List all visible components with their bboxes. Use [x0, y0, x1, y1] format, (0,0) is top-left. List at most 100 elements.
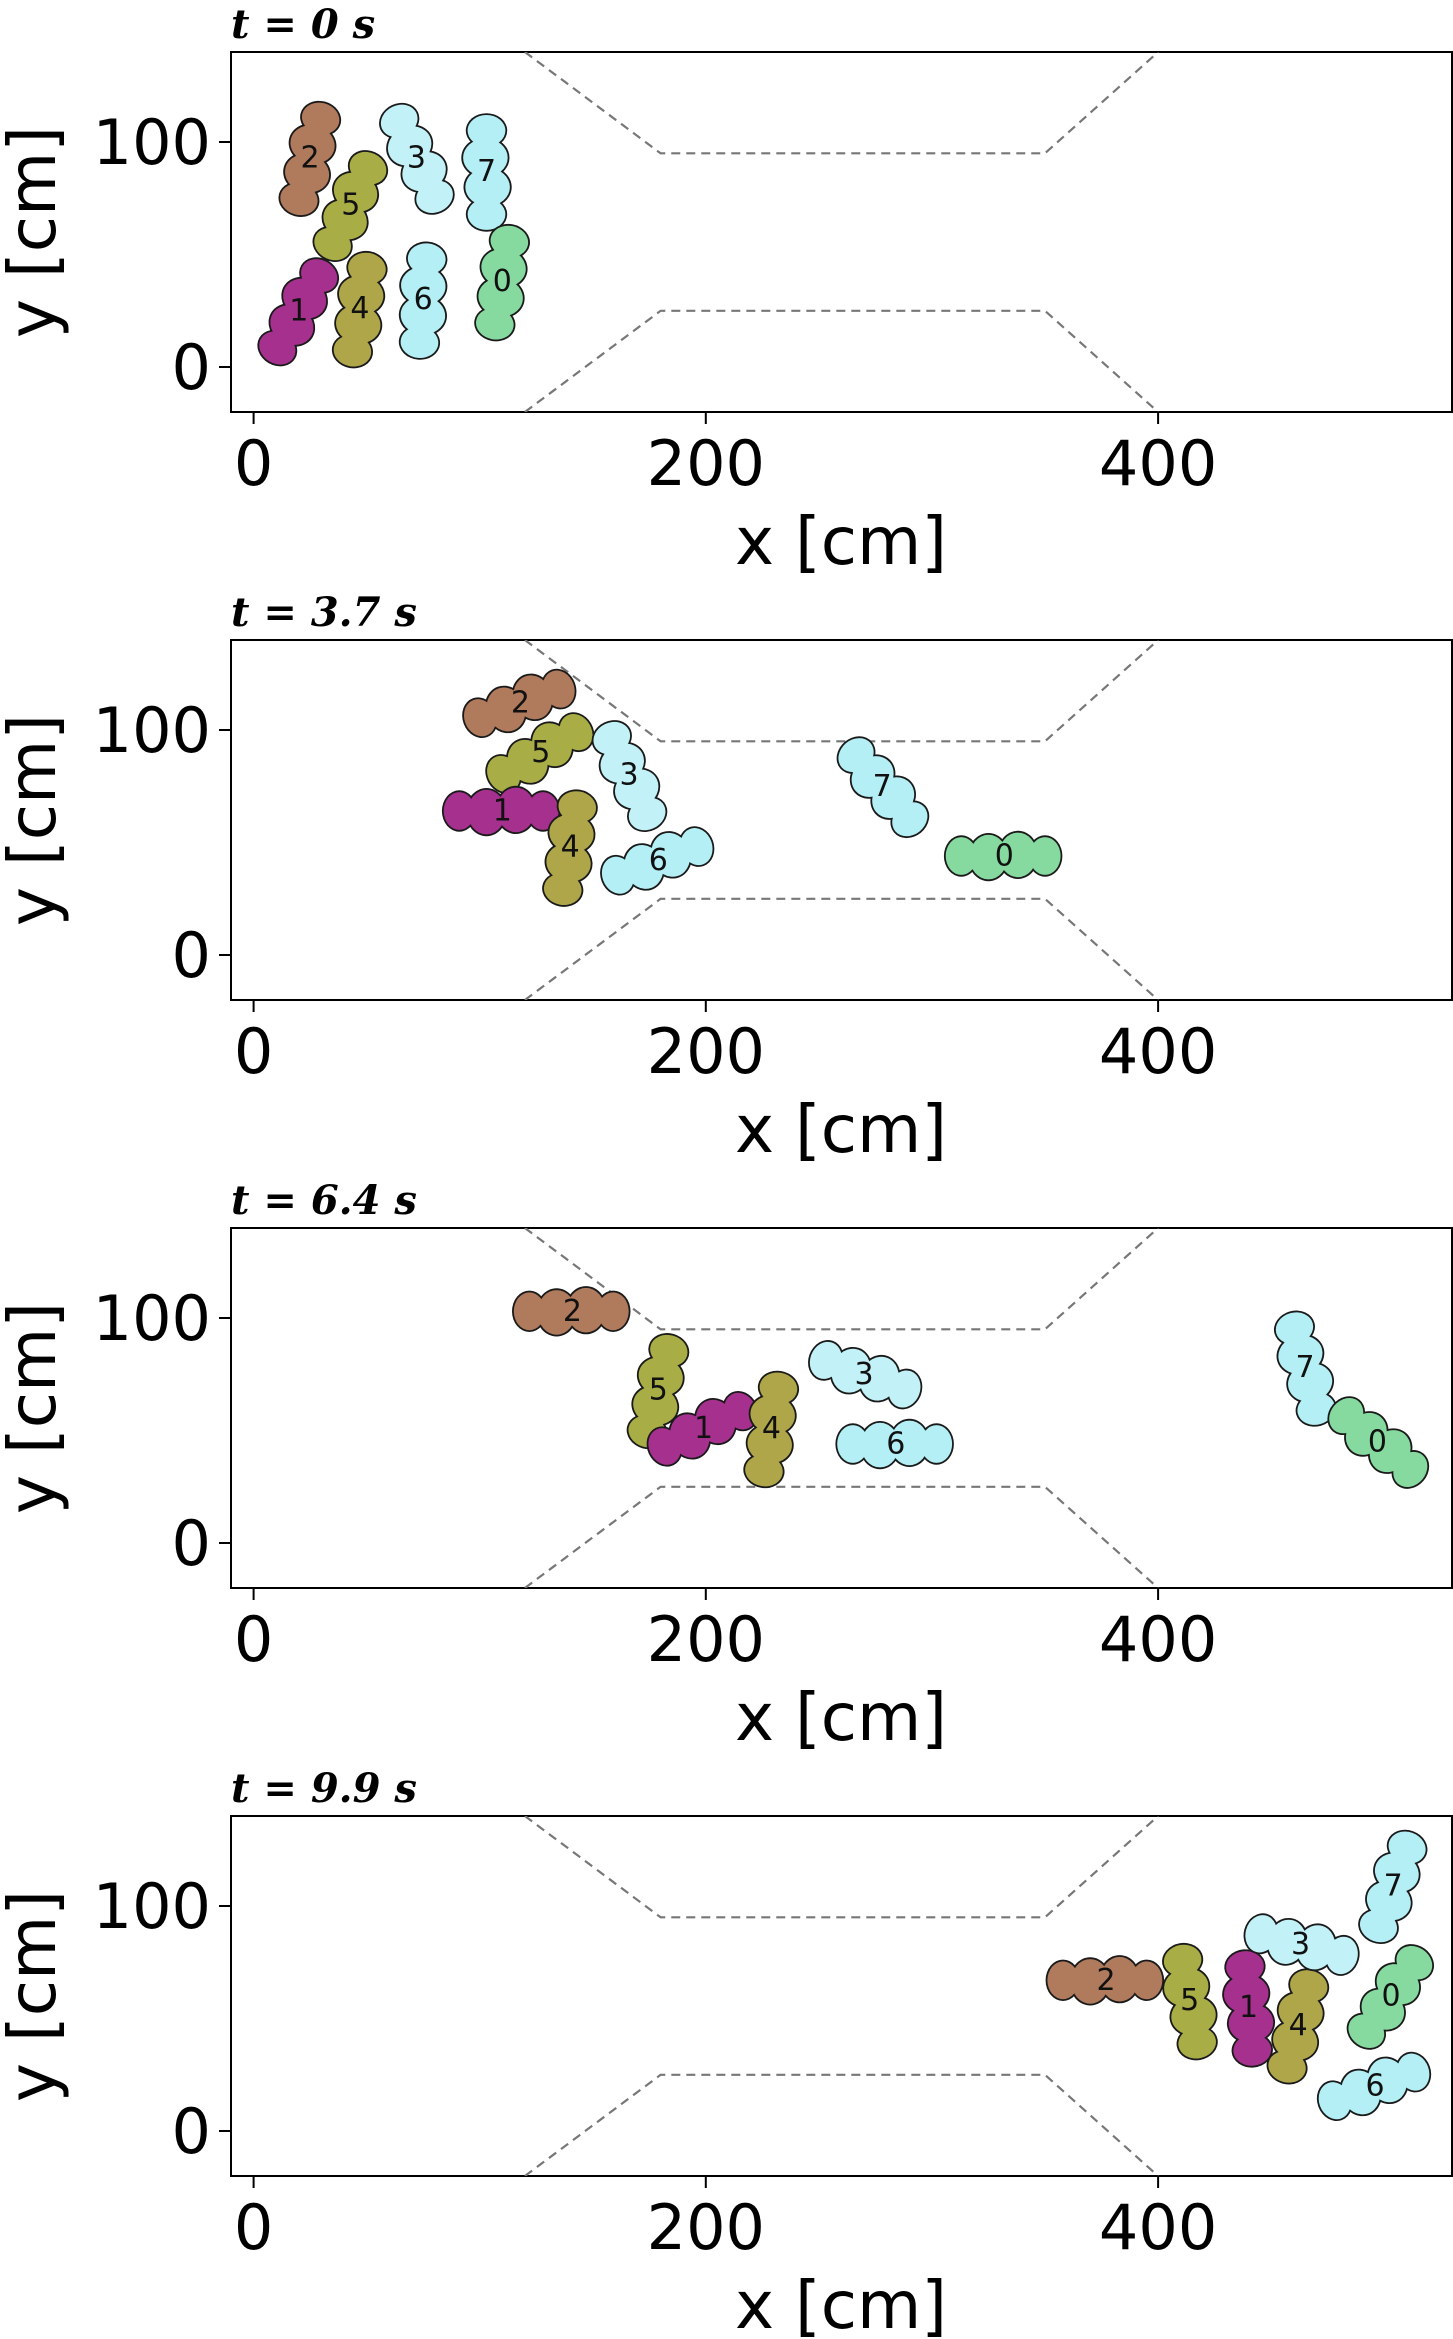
plot-frame [230, 639, 1453, 1001]
panel-title: t = 9.9 s [231, 1765, 417, 1812]
agent-label: 3 [855, 1357, 874, 1392]
x-tick-label: 400 [1099, 2191, 1217, 2264]
agent-0: 0 [474, 223, 530, 342]
ticks: 0 200 400 0 100 [93, 694, 1218, 1088]
agent-2: 2 [512, 1286, 631, 1337]
y-axis-label: y [cm] [0, 1302, 71, 1514]
x-tick-label: 200 [647, 427, 765, 500]
channel-walls [524, 52, 1159, 412]
agent-0: 0 [1327, 1396, 1430, 1489]
x-axis-label: x [cm] [735, 1679, 947, 1756]
agent-label: 7 [873, 769, 892, 804]
agent-1: 1 [257, 257, 340, 367]
x-tick-label: 0 [234, 427, 273, 500]
agent-7: 7 [1358, 1829, 1428, 1945]
y-tick-label: 0 [172, 2095, 211, 2168]
agent-6: 6 [835, 1418, 954, 1470]
channel-lower-wall [524, 2073, 1159, 2176]
agent-4: 4 [542, 789, 598, 907]
agent-3: 3 [1243, 1913, 1360, 1976]
agents: 2 5 14 37 0 6 [1045, 1829, 1435, 2122]
agent-label: 3 [619, 758, 638, 793]
agent-label: 1 [1239, 1990, 1258, 2025]
channel-lower-wall [524, 1485, 1159, 1588]
y-tick-label: 100 [93, 106, 211, 179]
agent-label: 0 [493, 264, 512, 299]
agent-label: 0 [1368, 1424, 1387, 1459]
agent-label: 2 [1096, 1963, 1115, 1998]
agent-label: 7 [1384, 1868, 1403, 1903]
x-tick-label: 0 [234, 1015, 273, 1088]
agent-2: 2 [1045, 1955, 1165, 2006]
x-tick-label: 400 [1099, 427, 1217, 500]
agent-label: 7 [477, 154, 496, 189]
agent-6: 6 [600, 826, 715, 896]
agent-4: 4 [331, 250, 388, 369]
agent-7: 7 [461, 113, 512, 232]
y-tick-label: 0 [172, 1507, 211, 1580]
agents: 2 51 4 3 6 7 0 [512, 1286, 1430, 1489]
agent-label: 1 [694, 1411, 713, 1446]
agent-label: 4 [762, 1411, 781, 1446]
x-axis-label: x [cm] [735, 1091, 947, 1168]
agent-2: 2 [462, 668, 577, 739]
agent-6: 6 [1316, 2051, 1432, 2122]
agents: 25 3 7 1 4 6 0 [257, 100, 530, 369]
agent-label: 7 [1295, 1350, 1314, 1385]
agent-3: 3 [591, 720, 668, 833]
agent-5: 5 [485, 712, 595, 794]
agent-label: 4 [1289, 2008, 1308, 2043]
panel-1: t = 0 s 25 3 7 1 4 6 0 0 200 400 0 100 x [cm] y [c… [0, 1, 1453, 580]
agent-label: 2 [563, 1294, 582, 1329]
agent-label: 5 [649, 1373, 668, 1408]
agent-1: 1 [1222, 1949, 1276, 2068]
agent-label: 6 [1366, 2069, 1385, 2104]
ticks: 0 200 400 0 100 [93, 1870, 1218, 2264]
channel-lower-wall [524, 897, 1159, 1000]
agent-label: 2 [511, 686, 530, 721]
ticks: 0 200 400 0 100 [93, 1282, 1218, 1676]
agent-7: 7 [1273, 1310, 1337, 1427]
agent-4: 4 [743, 1370, 800, 1489]
x-tick-label: 200 [647, 1603, 765, 1676]
x-tick-label: 0 [234, 2191, 273, 2264]
y-tick-label: 0 [172, 331, 211, 404]
agent-label: 4 [561, 830, 580, 865]
agent-3: 3 [808, 1340, 923, 1410]
x-tick-label: 200 [647, 2191, 765, 2264]
y-tick-label: 100 [93, 694, 211, 767]
x-tick-label: 200 [647, 1015, 765, 1088]
channel-walls [524, 1816, 1159, 2176]
panel-3: t = 6.4 s 2 51 4 36 7 0 0 200 400 0 100 x [cm] y … [0, 1177, 1453, 1756]
y-tick-label: 0 [172, 919, 211, 992]
agent-label: 0 [1381, 1979, 1400, 2014]
y-axis-label: y [cm] [0, 126, 71, 338]
agent-label: 4 [350, 291, 369, 326]
agents: 25 3 1 4 6 7 0 [441, 668, 1063, 907]
panel-4: t = 9.9 s 2 5 14 37 0 6 0 200 400 0 100 x [cm] y … [0, 1765, 1453, 2339]
plot-frame [230, 1227, 1453, 1589]
agent-5: 5 [1162, 1942, 1218, 2061]
agent-label: 5 [1180, 1983, 1199, 2018]
agent-0: 0 [1346, 1944, 1435, 2050]
agent-label: 5 [341, 188, 360, 223]
agent-0: 0 [943, 830, 1063, 882]
x-axis-label: x [cm] [735, 2267, 947, 2339]
agent-5: 5 [312, 150, 389, 263]
x-tick-label: 400 [1099, 1015, 1217, 1088]
y-axis-label: y [cm] [0, 1890, 71, 2102]
channel-upper-wall [524, 1816, 1159, 1919]
y-axis-label: y [cm] [0, 714, 71, 926]
panel-2: t = 3.7 s 25 3 1 4 6 7 0 0 200 400 0 100 x [cm] y … [0, 589, 1453, 1168]
agent-label: 6 [649, 843, 668, 878]
y-tick-label: 100 [93, 1870, 211, 1943]
agent-label: 3 [407, 140, 426, 175]
x-axis-label: x [cm] [735, 503, 947, 580]
agent-5: 5 [626, 1333, 690, 1450]
panel-title: t = 0 s [231, 1, 375, 48]
agent-7: 7 [836, 736, 930, 839]
agent-label: 1 [289, 293, 308, 328]
panel-title: t = 3.7 s [231, 589, 417, 636]
agent-label: 5 [531, 735, 550, 770]
